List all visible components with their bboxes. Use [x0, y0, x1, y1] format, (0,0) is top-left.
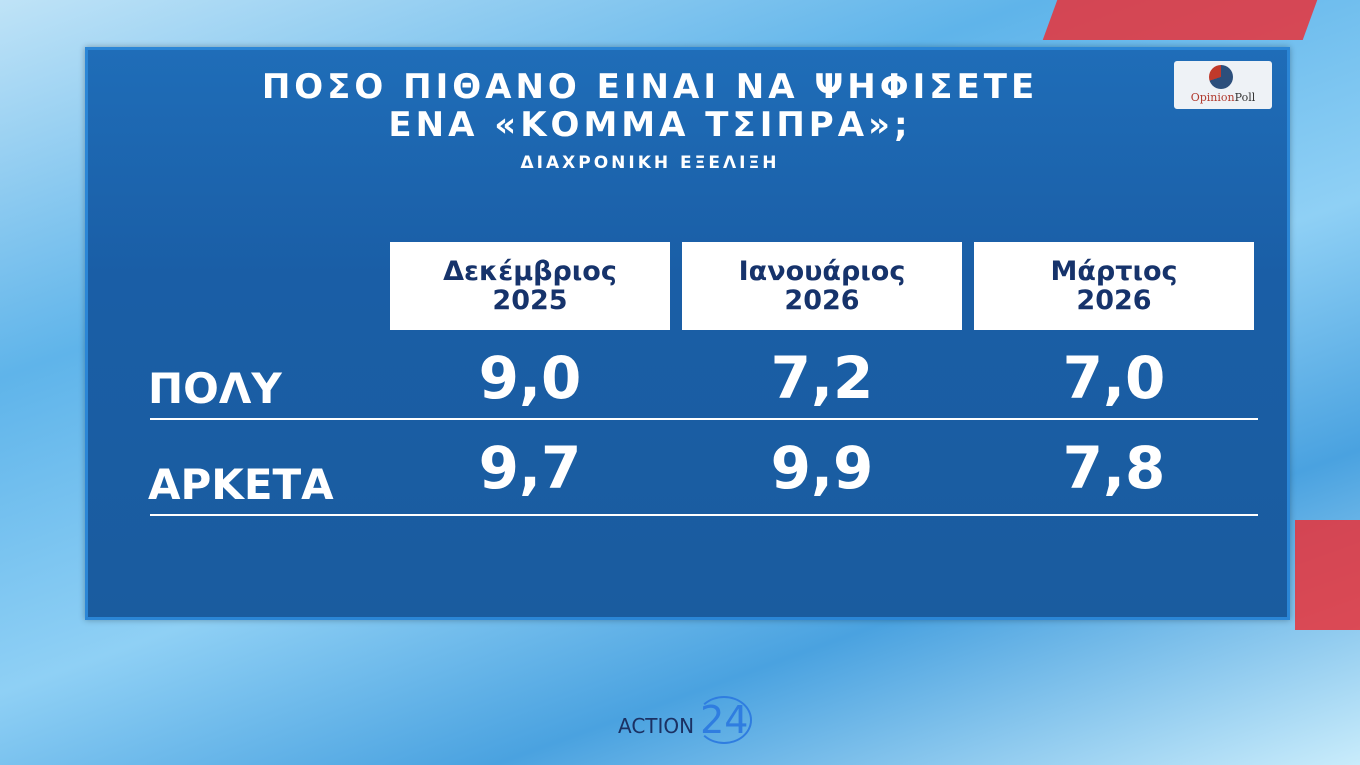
row-divider [150, 514, 1258, 516]
pie-icon [1209, 65, 1233, 89]
row-label: ΠΟΛΥ [148, 364, 282, 413]
poll-panel [85, 47, 1290, 620]
table-cell: 7,2 [770, 344, 874, 412]
table-cell: 7,8 [1062, 434, 1166, 502]
column-header: Μάρτιος 2026 [974, 242, 1254, 330]
background-red-shape [1042, 0, 1318, 40]
table-cell: 9,9 [770, 434, 874, 502]
table-cell: 9,7 [478, 434, 582, 502]
background-red-shape [1295, 520, 1360, 630]
row-divider [150, 418, 1258, 420]
table-cell: 7,0 [1062, 344, 1166, 412]
title-line-2: ΕΝΑ «ΚΟΜΜΑ ΤΣΙΠΡΑ»; [388, 105, 912, 145]
table-cell: 9,0 [478, 344, 582, 412]
chart-title: ΠΟΣΟ ΠΙΘΑΝΟ ΕΙΝΑΙ ΝΑ ΨΗΦΙΣΕΤΕ ΕΝΑ «ΚΟΜΜΑ… [150, 68, 1150, 144]
action24-logo: ACTION 24 [618, 696, 753, 746]
chart-subtitle: ΔΙΑΧΡΟΝΙΚΗ ΕΞΕΛΙΞΗ [520, 153, 780, 173]
title-line-1: ΠΟΣΟ ΠΙΘΑΝΟ ΕΙΝΑΙ ΝΑ ΨΗΦΙΣΕΤΕ [261, 67, 1039, 107]
row-label: ΑΡΚΕΤΑ [148, 460, 334, 509]
column-header: Ιανουάριος 2026 [682, 242, 962, 330]
opinionpoll-logo: OpinionPoll [1174, 61, 1272, 109]
column-header: Δεκέμβριος 2025 [390, 242, 670, 330]
